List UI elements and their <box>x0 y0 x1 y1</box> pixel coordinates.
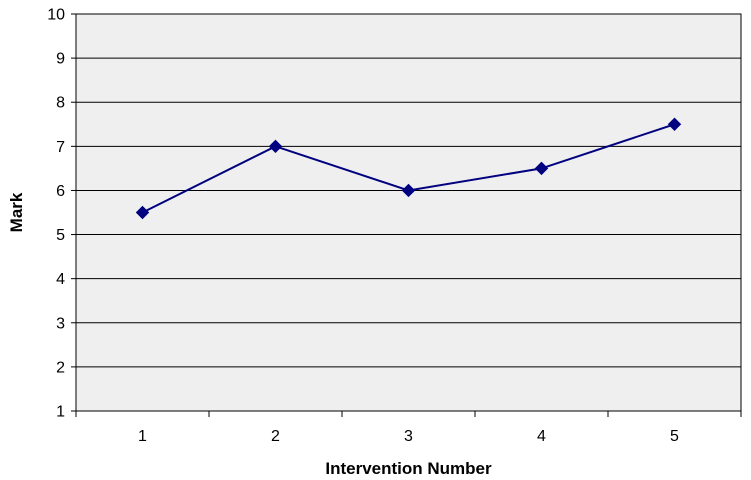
y-tick-label: 4 <box>56 271 65 288</box>
y-axis-title: Mark <box>7 192 26 232</box>
data-point-marker <box>534 161 549 176</box>
y-tick-label: 2 <box>56 359 65 376</box>
data-point-marker <box>268 139 283 154</box>
y-tick-label: 9 <box>56 51 65 68</box>
x-tick-label: 2 <box>271 428 280 445</box>
y-tick-label: 6 <box>56 183 65 200</box>
y-tick-label: 7 <box>56 139 65 156</box>
plot-area <box>75 13 742 412</box>
data-point-marker <box>401 183 416 198</box>
data-point-marker <box>135 205 150 220</box>
y-tick-label: 5 <box>56 227 65 244</box>
series-layer <box>135 117 682 220</box>
x-tick-label: 3 <box>404 428 413 445</box>
x-axis: 1 2 3 4 5 <box>75 411 742 445</box>
x-tick-label: 1 <box>138 428 147 445</box>
x-tick-label: 5 <box>670 428 679 445</box>
data-point-marker <box>667 117 682 131</box>
x-axis-title: Intervention Number <box>325 459 492 478</box>
y-tick-label: 3 <box>56 315 65 332</box>
y-axis: 1 2 3 4 5 6 7 8 9 10 <box>47 7 76 421</box>
x-tick-label: 4 <box>537 428 546 445</box>
y-tick-label: 1 <box>56 404 65 421</box>
y-tick-label: 8 <box>56 95 65 112</box>
y-tick-label: 10 <box>47 7 65 24</box>
